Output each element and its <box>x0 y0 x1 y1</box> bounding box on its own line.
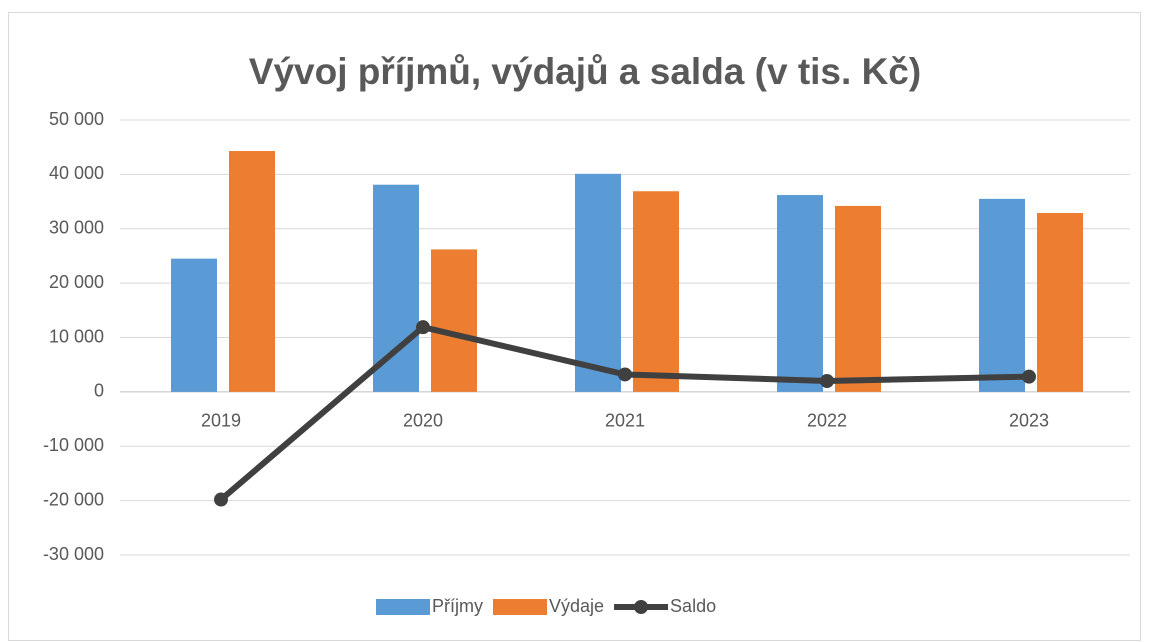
bar <box>171 258 217 392</box>
bar <box>373 184 419 392</box>
legend-swatch <box>376 599 430 615</box>
y-tick-label: 40 000 <box>49 163 104 183</box>
bar <box>431 249 477 392</box>
y-tick-label: -10 000 <box>43 435 104 455</box>
x-tick-label: 2023 <box>1009 411 1049 431</box>
legend-label: Výdaje <box>549 596 604 616</box>
legend-label: Příjmy <box>432 596 483 616</box>
legend-swatch <box>493 599 547 615</box>
bar <box>575 173 621 392</box>
bar <box>979 198 1025 392</box>
x-tick-label: 2020 <box>403 411 443 431</box>
x-tick-label: 2019 <box>201 411 241 431</box>
y-tick-label: -30 000 <box>43 544 104 564</box>
y-tick-label: 30 000 <box>49 218 104 238</box>
line-marker <box>416 320 430 335</box>
bar <box>835 205 881 392</box>
legend-swatch <box>634 600 649 614</box>
legend-label: Saldo <box>670 596 716 616</box>
x-tick-label: 2022 <box>807 411 847 431</box>
y-tick-label: 10 000 <box>49 326 104 346</box>
y-tick-label: -20 000 <box>43 489 104 509</box>
chart-title: Vývoj příjmů, výdajů a salda (v tis. Kč) <box>249 51 921 92</box>
line-marker <box>1022 369 1036 384</box>
bar <box>1037 212 1083 392</box>
bar <box>229 150 275 392</box>
y-tick-label: 20 000 <box>49 272 104 292</box>
line-marker <box>820 374 834 388</box>
line-marker <box>214 492 228 507</box>
bar <box>777 195 823 392</box>
bar <box>633 191 679 392</box>
x-tick-label: 2021 <box>605 411 645 431</box>
y-tick-label: 50 000 <box>49 109 104 129</box>
line-marker <box>618 367 632 382</box>
y-tick-label: 0 <box>94 381 104 401</box>
